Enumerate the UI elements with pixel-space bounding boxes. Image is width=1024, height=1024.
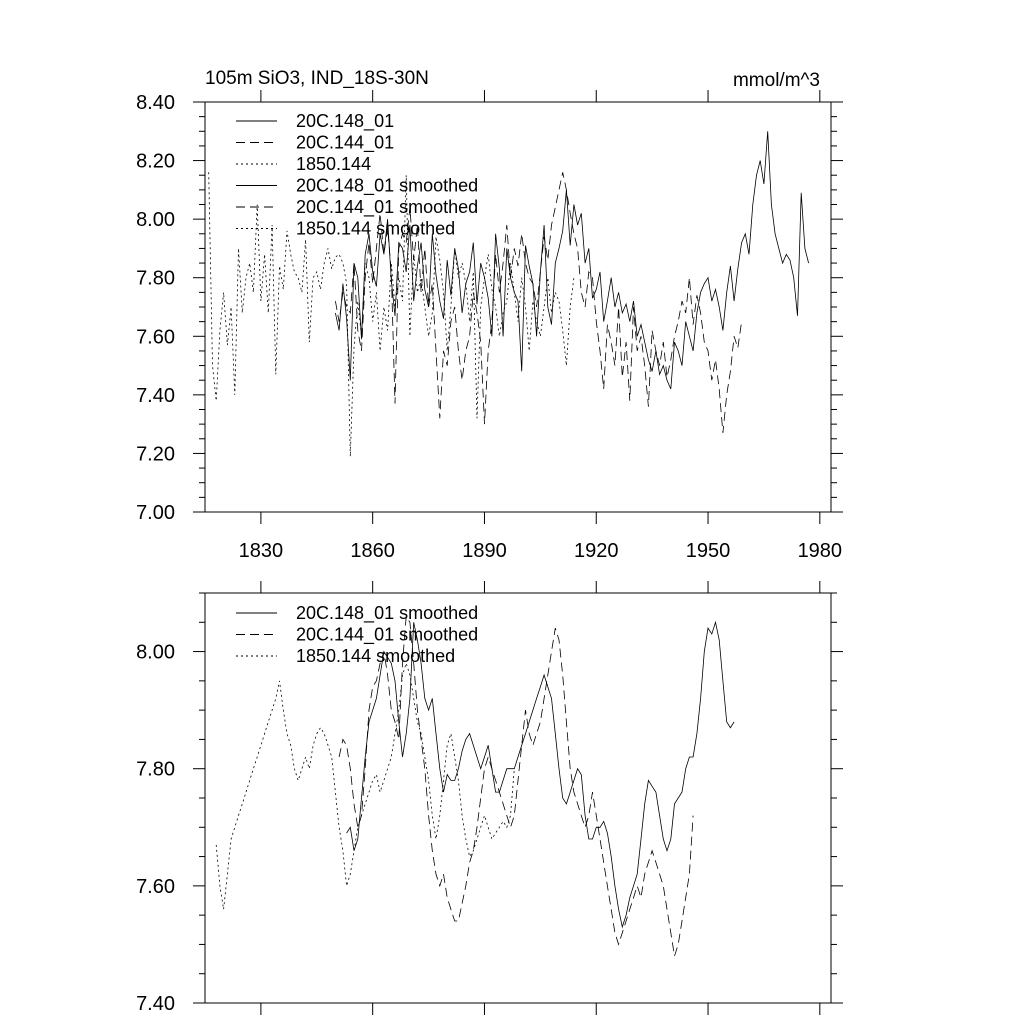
y-tick-label: 8.00 — [136, 642, 175, 664]
y-tick-label: 7.40 — [136, 993, 175, 1015]
series-line-20c-148-01 — [335, 131, 809, 390]
chart-title: 105m SiO3, IND_18S-30N — [205, 68, 429, 89]
y-tick-label: 8.40 — [136, 92, 175, 114]
x-tick-label: 1890 — [462, 540, 507, 562]
y-tick-label: 7.20 — [136, 443, 175, 465]
y-tick-label: 7.80 — [136, 759, 175, 781]
legend-label: 1850.144 smoothed — [296, 646, 455, 666]
x-tick-label: 1920 — [574, 540, 619, 562]
bottom-panel: 7.40 7.60 7.80 8.00 20C.148_01 smoothed20C.… — [136, 581, 843, 1015]
top-axis-ticks: 1830 1860 1890 1920 1950 1980 7.00 7.20 7.40 7.60… — [136, 90, 843, 562]
legend-label: 20C.144_01 — [296, 133, 394, 154]
top-panel: 105m SiO3, IND_18S-30N mmol/m^3 1830 1860… — [136, 68, 843, 562]
legend-label: 1850.144 smoothed — [296, 219, 455, 239]
y-tick-label: 8.00 — [136, 209, 175, 231]
legend-label: 1850.144 — [296, 154, 371, 174]
series-line-1850-144 — [208, 172, 575, 457]
y-tick-label: 7.60 — [136, 876, 175, 898]
series-line-20c-144-01 — [335, 172, 742, 433]
legend-label: 20C.148_01 — [296, 111, 394, 132]
bottom-plot-frame — [204, 592, 832, 1004]
bottom-axis-ticks: 7.40 7.60 7.80 8.00 — [136, 581, 843, 1015]
legend-label: 20C.148_01 smoothed — [296, 176, 478, 197]
x-tick-label: 1830 — [239, 540, 284, 562]
top-series-group — [208, 131, 809, 457]
legend-label: 20C.148_01 smoothed — [296, 603, 478, 624]
x-tick-label: 1860 — [350, 540, 395, 562]
series-line-20c-148-01-smoothed — [346, 620, 735, 929]
x-tick-label: 1950 — [686, 540, 731, 562]
units-label: mmol/m^3 — [733, 70, 820, 91]
y-tick-label: 7.00 — [136, 502, 175, 524]
x-tick-label: 1980 — [798, 540, 843, 562]
y-tick-label: 7.80 — [136, 268, 175, 290]
y-tick-label: 7.40 — [136, 385, 175, 407]
series-line-1850-144-smoothed — [215, 661, 515, 910]
y-tick-label: 8.20 — [136, 151, 175, 173]
series-line-20c-144-01-smoothed — [338, 615, 694, 957]
bottom-series-group — [215, 615, 735, 957]
legend-label: 20C.144_01 smoothed — [296, 625, 478, 646]
legend-label: 20C.144_01 smoothed — [296, 197, 478, 218]
top-plot-frame — [204, 101, 832, 513]
y-tick-label: 7.60 — [136, 326, 175, 348]
